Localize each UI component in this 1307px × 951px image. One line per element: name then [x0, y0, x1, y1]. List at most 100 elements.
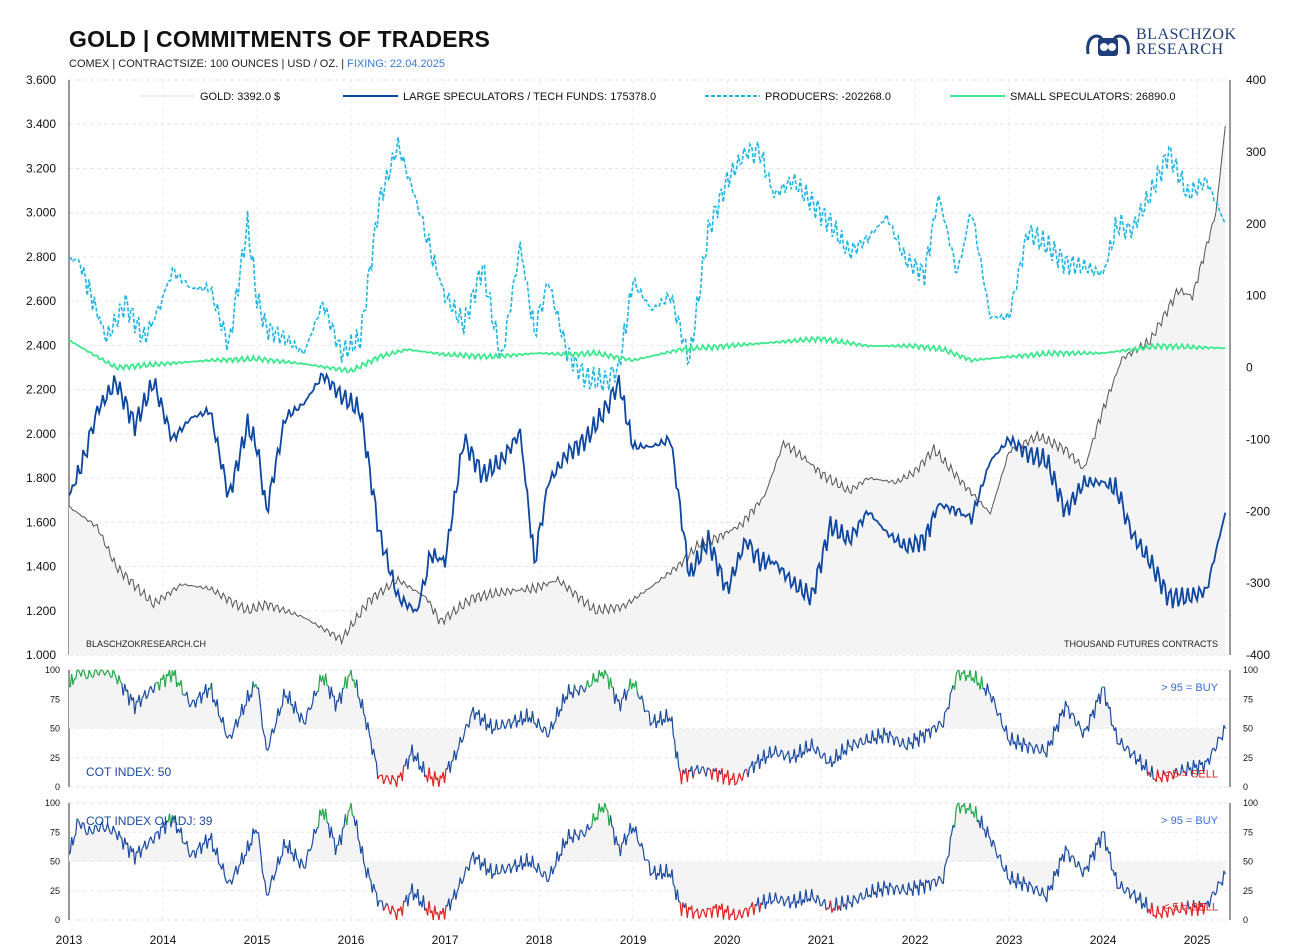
logo-mark: [1086, 34, 1130, 56]
cot-index-oi-segment: [811, 889, 814, 899]
cot-index-segment: [908, 736, 911, 745]
cot-index-oi-segment: [1162, 905, 1166, 911]
cot-index-oi-segment: [947, 855, 950, 858]
cot-index-oi-segment: [417, 888, 420, 906]
cot-index-oi-segment: [236, 866, 240, 875]
cot-index-segment: [508, 719, 512, 729]
cot-index-oi-segment: [627, 834, 630, 837]
cot-index-oi-segment: [411, 883, 415, 901]
cot-index-segment: [267, 746, 270, 751]
x-axis-tick: 2018: [526, 933, 553, 947]
left-axis-tick: 2.600: [26, 294, 56, 308]
cot-index-oi-segment: [936, 876, 940, 883]
cot-index-oi-segment: [1037, 891, 1041, 897]
cot-index-segment: [877, 728, 881, 739]
cot-index-oi-segment: [497, 872, 500, 875]
cot-index-segment: [896, 736, 899, 742]
cot-index-oi-segment: [769, 892, 772, 905]
cot-index-segment: [586, 680, 590, 688]
cot-index-oi-segment: [456, 887, 460, 892]
cot-index-segment: [659, 710, 663, 726]
cot-index-oi-segment: [76, 818, 79, 821]
cot-index-oi-segment: [680, 902, 684, 916]
cot-index-oi-segment: [490, 863, 493, 879]
cot-index-segment: [893, 737, 897, 746]
cot-index-segment: [1093, 700, 1097, 719]
cot-index-oi-segment: [1221, 870, 1225, 886]
cot-index-oi-segment: [194, 849, 198, 859]
cot-index-oi-segment: [853, 895, 856, 899]
cot-index-oi-segment: [887, 882, 891, 896]
cot-index-segment: [306, 707, 309, 714]
cot-index-segment: [699, 767, 703, 773]
cot-index-segment: [747, 767, 751, 778]
cot-index-oi-segment: [799, 891, 803, 906]
cot-index-oi-segment: [222, 863, 226, 876]
cot-index-oi-segment: [1203, 902, 1206, 915]
cot-index-segment: [948, 693, 951, 710]
cot-index-segment: [330, 686, 334, 697]
cot-index-segment: [164, 673, 168, 688]
cot-index-segment: [122, 684, 126, 696]
left-axis-tick: 2.400: [26, 338, 56, 352]
cot-index-segment: [1037, 748, 1041, 754]
cot-index-segment: [906, 736, 910, 750]
cot-index-oi-segment: [1005, 865, 1009, 879]
cot-index-segment: [444, 768, 447, 784]
cot-index-segment: [1172, 773, 1176, 780]
cot-index-oi-segment: [763, 894, 766, 909]
cot-index-segment: [1109, 706, 1113, 726]
cot-index-oi-segment: [462, 874, 466, 882]
cot-index-segment: [782, 752, 785, 761]
cot-index-oi-segment: [654, 865, 657, 880]
cot-index-oi-segment: [906, 882, 910, 896]
cot-index-segment: [1123, 748, 1127, 752]
cot-index-oi-segment: [248, 843, 251, 852]
cot-index-segment: [141, 695, 144, 699]
left-axis-tick: 3.200: [26, 161, 56, 175]
cot-index-oi-segment: [835, 897, 839, 911]
left-axis-tick: 1.200: [26, 604, 56, 618]
cot-index-segment: [672, 735, 676, 742]
cot-index-segment: [196, 696, 199, 700]
cot-index-segment: [499, 727, 501, 730]
cot-index-oi-segment: [223, 875, 227, 882]
left-axis-tick: 1.000: [26, 648, 56, 662]
cot-index-oi-segment: [309, 848, 312, 852]
right-axis-tick: -200: [1246, 504, 1270, 518]
cot-index-segment: [124, 683, 127, 692]
legend-label: SMALL SPECULATORS: 26890.0: [1010, 91, 1176, 103]
cot-index-segment: [805, 740, 808, 753]
cot-index-oi-segment: [124, 837, 127, 845]
cot-index-oi-segment: [738, 909, 742, 916]
cot-index-segment: [678, 767, 681, 772]
cot-index-oi-segment: [539, 870, 542, 876]
cot-index-segment: [449, 761, 453, 773]
cot-index-segment: [619, 698, 623, 712]
cot-index-segment: [609, 677, 613, 688]
cot-index-segment: [1219, 737, 1222, 739]
cot-index-oi-segment: [568, 828, 571, 840]
cot-index-segment: [312, 690, 315, 703]
cot-index-segment: [959, 672, 963, 681]
cot-index-oi-right-tick: 50: [1243, 857, 1253, 867]
left-axis-tick: 3.600: [26, 73, 56, 87]
cot-index-segment: [1157, 769, 1160, 778]
cot-index-sell-label: < 5 = SELL: [1163, 769, 1218, 781]
cot-index-segment: [691, 766, 694, 779]
cot-index-oi-segment: [659, 864, 663, 880]
cot-index-oi-segment: [871, 884, 875, 895]
cot-index-segment: [743, 769, 746, 774]
cot-index-segment: [1115, 727, 1118, 745]
cot-index-oi-segment: [824, 899, 827, 911]
cot-index-segment: [114, 673, 117, 678]
cot-index-segment: [1210, 749, 1213, 756]
cot-index-segment: [584, 687, 587, 693]
legend-label: GOLD: 3392.0 $: [200, 91, 280, 103]
cot-index-segment: [495, 719, 499, 730]
cot-index-segment: [257, 687, 261, 699]
cot-index-oi-segment: [263, 877, 266, 883]
cot-index-left-tick: 75: [50, 694, 60, 704]
cot-index-oi-segment: [787, 896, 791, 909]
